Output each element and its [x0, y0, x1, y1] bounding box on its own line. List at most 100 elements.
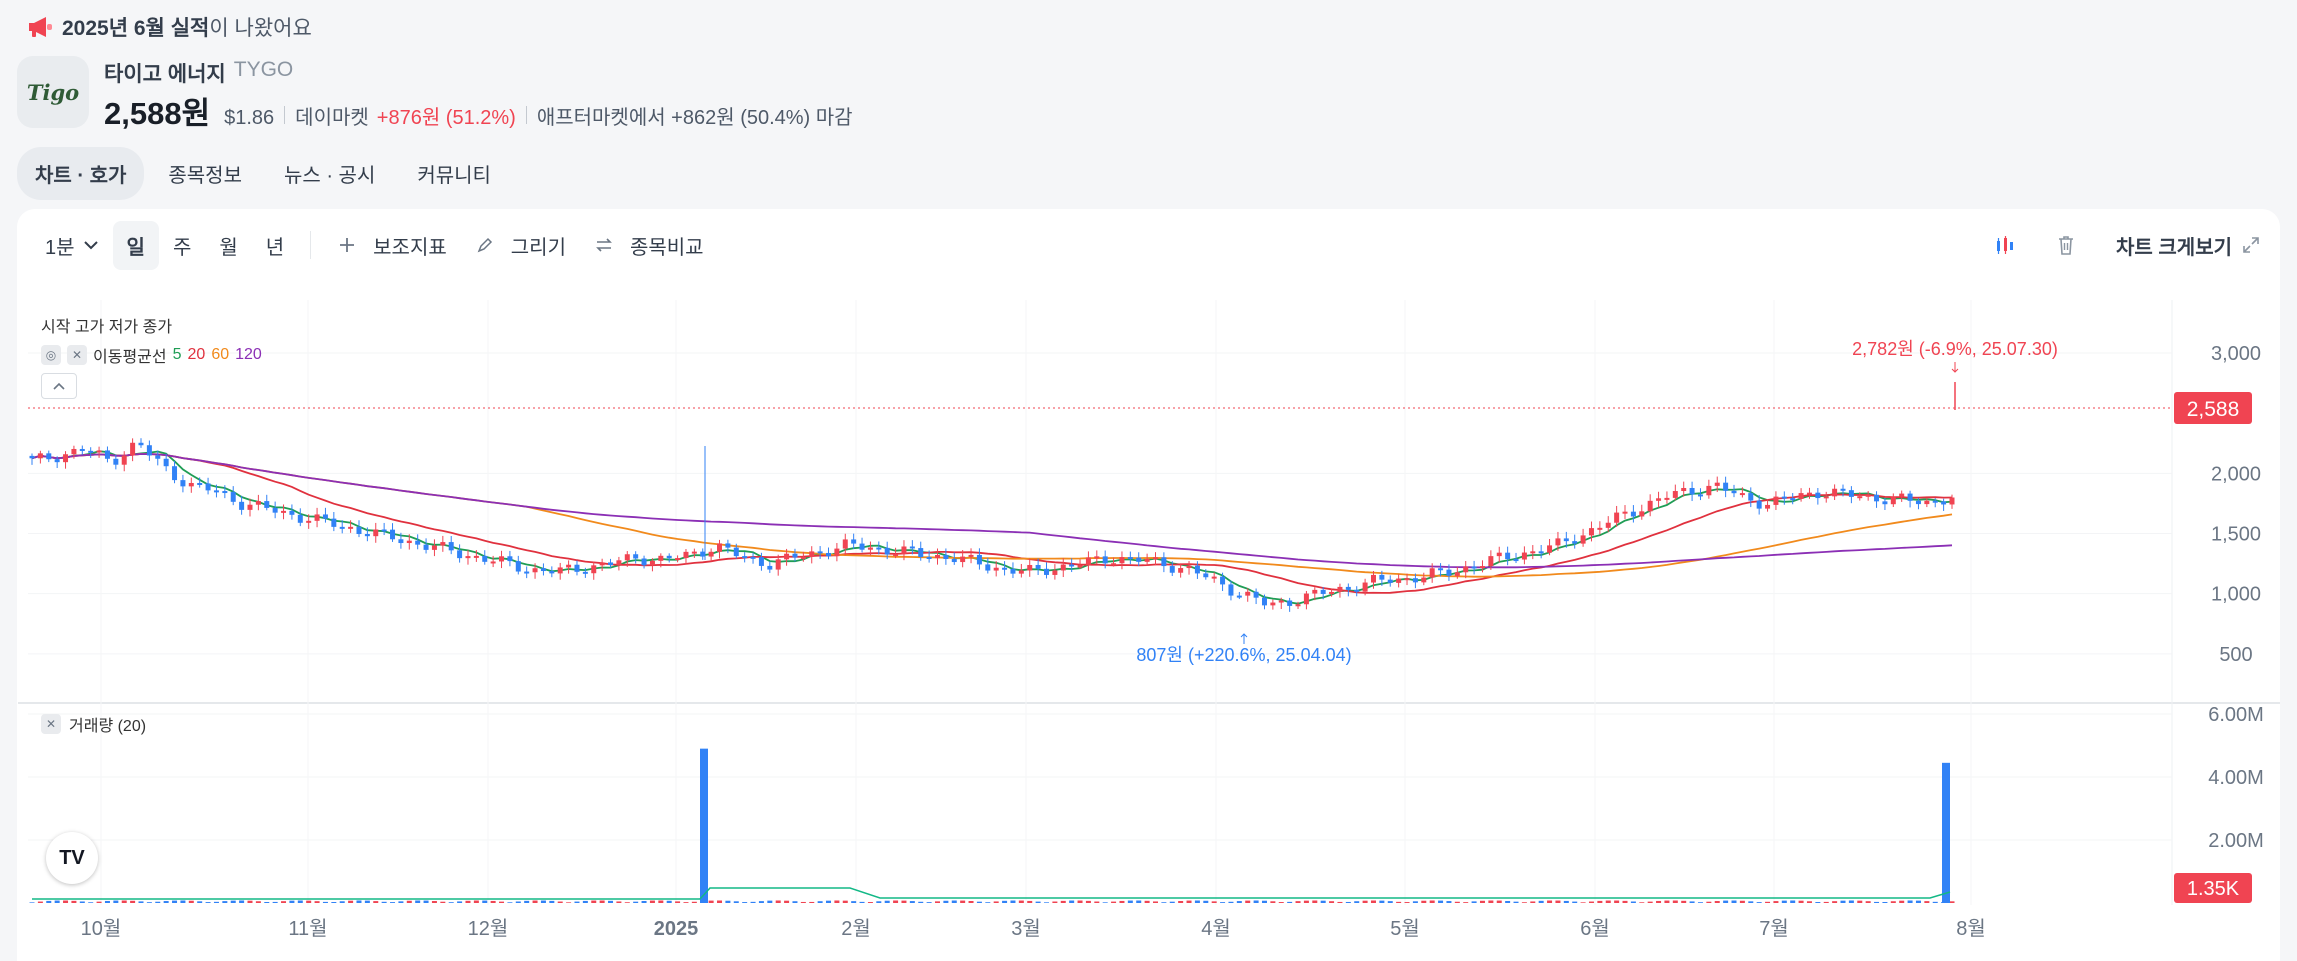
swap-arrows-icon	[596, 238, 612, 252]
volume-bar	[222, 901, 228, 903]
candle-body	[1538, 551, 1544, 554]
volume-bar	[1438, 900, 1444, 903]
eye-off-icon[interactable]: ◎	[41, 345, 61, 365]
draw-label: 그리기	[510, 236, 566, 259]
candle-body	[146, 445, 152, 456]
candle-body	[851, 539, 857, 544]
candle-body	[532, 568, 538, 573]
volume-bar	[1530, 901, 1536, 903]
candle-body	[1656, 498, 1662, 501]
volume-bar	[348, 900, 354, 903]
tab-chart[interactable]: 차트 · 호가	[17, 147, 145, 200]
volume-tick-label: 2.00M	[2208, 830, 2264, 852]
candle-body	[683, 551, 689, 559]
candle-body	[239, 501, 245, 510]
tab-community[interactable]: 커뮤니티	[417, 165, 491, 187]
volume-bar	[1597, 900, 1603, 903]
volume-bar	[79, 901, 85, 903]
volume-bar	[675, 901, 681, 903]
volume-bar	[809, 901, 815, 903]
candle-body	[943, 555, 949, 560]
candle-body	[322, 514, 328, 519]
tradingview-logo[interactable]: TV	[46, 832, 98, 884]
candle-body	[1127, 557, 1133, 560]
candle-body	[1010, 568, 1016, 574]
volume-bar	[792, 901, 798, 903]
volume-bar	[633, 901, 639, 903]
candles	[29, 382, 1956, 612]
volume-bar	[1178, 901, 1184, 903]
ma5-period: 5	[172, 346, 182, 363]
volume-bar	[1119, 900, 1125, 903]
volume-bar	[448, 902, 454, 903]
volume-bar	[658, 900, 664, 903]
period-week-button[interactable]: 주	[172, 236, 192, 259]
close-icon[interactable]: ✕	[41, 714, 61, 734]
candle-body	[138, 442, 144, 446]
period-day-button[interactable]: 일	[112, 220, 159, 270]
volume-bar	[29, 902, 35, 903]
candle-body	[381, 529, 387, 532]
volume-bar	[1127, 900, 1133, 903]
volume-bar	[1614, 900, 1620, 903]
interval-select[interactable]: 1분	[31, 221, 113, 270]
volume-bar	[146, 902, 152, 903]
low-arrow-icon	[1240, 633, 1248, 644]
candle-body	[490, 561, 496, 564]
candle-body	[1622, 511, 1628, 514]
ma120-line	[31, 453, 1953, 569]
collapse-legend-button[interactable]	[41, 373, 77, 399]
candle-body	[1932, 500, 1938, 503]
candle-body	[909, 546, 915, 549]
volume-bar	[188, 900, 194, 903]
current-price: 2,588원	[104, 96, 211, 131]
volume-bar	[758, 901, 764, 903]
candle-body	[725, 543, 731, 548]
volume-bar	[1387, 901, 1393, 903]
tab-stock-info[interactable]: 종목정보	[168, 165, 242, 187]
candle-body	[1152, 557, 1158, 560]
candle-body	[1454, 572, 1460, 576]
earnings-announcement[interactable]: 2025년 6월 실적 이 나왔어요	[26, 12, 312, 42]
candle-body	[1186, 565, 1192, 569]
price-tick-label: 3,000	[2211, 343, 2261, 365]
period-month-button[interactable]: 월	[219, 236, 238, 259]
candle-style-icon[interactable]	[1994, 234, 2016, 256]
chevron-down-icon	[83, 241, 98, 250]
volume-bar	[1773, 901, 1779, 903]
candle-body	[1697, 494, 1703, 497]
candle-body	[272, 507, 278, 513]
candle-body	[1354, 589, 1360, 592]
expand-chart-label: 차트 크게보기	[2116, 236, 2232, 259]
candle-body	[1446, 569, 1452, 576]
volume-bar	[1094, 901, 1100, 903]
close-icon[interactable]: ✕	[67, 345, 87, 365]
ohlc-legend: 시작 고가 저가 종가	[41, 319, 173, 336]
ma-legend: ◎ ✕ 이동평균선 5 20 60 120	[41, 343, 262, 367]
candle-body	[893, 553, 899, 556]
volume-bar	[390, 902, 396, 903]
price-tick-label: 2,000	[2211, 463, 2261, 485]
indicators-button[interactable]: 보조지표	[323, 221, 461, 270]
draw-button[interactable]: 그리기	[461, 221, 580, 270]
candle-body	[1547, 545, 1553, 553]
price-chart[interactable]: 3,000 2,000 1,500 1,000 500 6.00M 4.00M 2.00M 10…	[17, 296, 2280, 952]
candle-body	[884, 547, 890, 555]
tab-news[interactable]: 뉴스 · 공시	[283, 165, 376, 187]
volume-bar	[1714, 901, 1720, 903]
candle-body	[1647, 500, 1653, 512]
compare-button[interactable]: 종목비교	[580, 221, 718, 270]
volume-bar	[1077, 900, 1083, 903]
volume-bar	[1320, 900, 1326, 903]
price-tick-label: 500	[2219, 644, 2252, 666]
candle-body	[1505, 552, 1511, 560]
volume-bar	[415, 900, 421, 903]
period-year-button[interactable]: 년	[265, 236, 285, 259]
expand-chart-button[interactable]: 차트 크게보기	[2116, 231, 2260, 260]
candle-body	[1630, 511, 1636, 517]
candle-body	[733, 547, 739, 557]
last-volume-badge	[2174, 873, 2252, 903]
trash-icon[interactable]	[2056, 234, 2076, 256]
candle-body	[1337, 586, 1343, 592]
candle-body	[1681, 487, 1687, 492]
